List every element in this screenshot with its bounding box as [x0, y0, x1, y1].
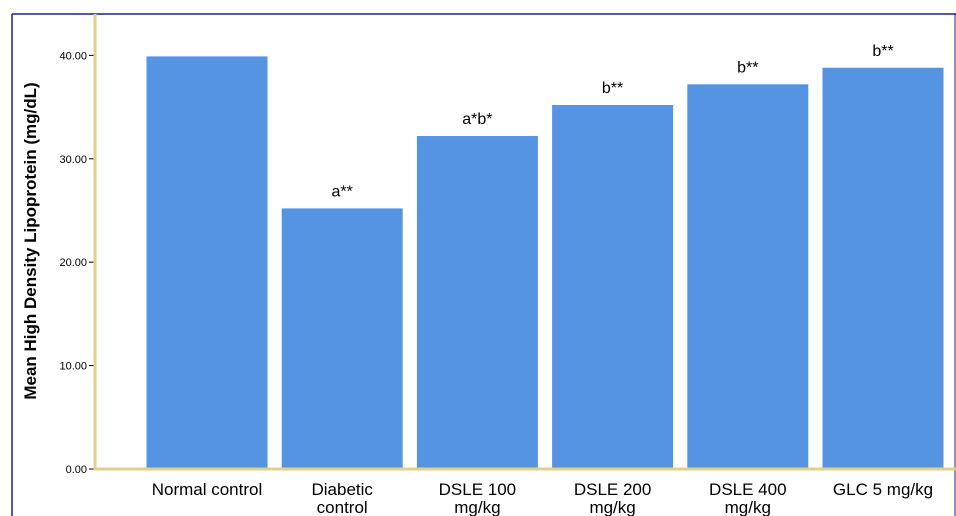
y-tick-label: 30.00: [59, 154, 87, 166]
bar-annotation: b**: [602, 80, 623, 97]
bar-annotation: b**: [872, 43, 893, 60]
bars-group: [146, 56, 944, 470]
bar-annotation: b**: [737, 59, 758, 76]
y-tick-label: 20.00: [59, 257, 87, 269]
x-tick-label: Diabetic control: [311, 480, 373, 516]
bar: [687, 84, 809, 470]
bar: [822, 67, 944, 469]
y-axis-title: Mean High Density Lipoprotein (mg/dL): [21, 82, 40, 399]
y-ticks-group: 0.00 10.00 20.00 30.00 40.00: [59, 50, 95, 476]
bar-annotation: a*b*: [462, 111, 492, 128]
x-tick-label: DSLE 100 mg/kg: [439, 480, 517, 516]
bar: [552, 105, 674, 469]
x-tick-label-line: DSLE 100: [439, 480, 517, 499]
x-tick-label: DSLE 200 mg/kg: [574, 480, 652, 516]
x-tick-label-line: Normal control: [152, 480, 263, 499]
y-tick-label: 0.00: [66, 464, 87, 476]
x-tick-label-line: GLC 5 mg/kg: [833, 480, 933, 499]
y-tick-label: 10.00: [59, 361, 87, 373]
annotations-group: a** a*b* b** b** b**: [332, 43, 894, 201]
x-tick-label: GLC 5 mg/kg: [833, 480, 933, 499]
x-tick-label-line: mg/kg: [589, 498, 635, 516]
y-tick-label: 40.00: [59, 50, 87, 62]
bar-annotation: a**: [332, 183, 353, 200]
x-tick-label-line: mg/kg: [454, 498, 500, 516]
x-tick-label-line: control: [317, 498, 368, 516]
x-tick-label-line: mg/kg: [725, 498, 771, 516]
bar: [146, 56, 268, 469]
x-tick-label-line: Diabetic: [311, 480, 373, 499]
x-tick-label: Normal control: [152, 480, 263, 499]
bar: [281, 208, 403, 469]
x-tick-label-line: DSLE 200: [574, 480, 652, 499]
x-tick-label: DSLE 400 mg/kg: [709, 480, 787, 516]
x-tick-label-line: DSLE 400: [709, 480, 787, 499]
bar: [416, 136, 538, 470]
